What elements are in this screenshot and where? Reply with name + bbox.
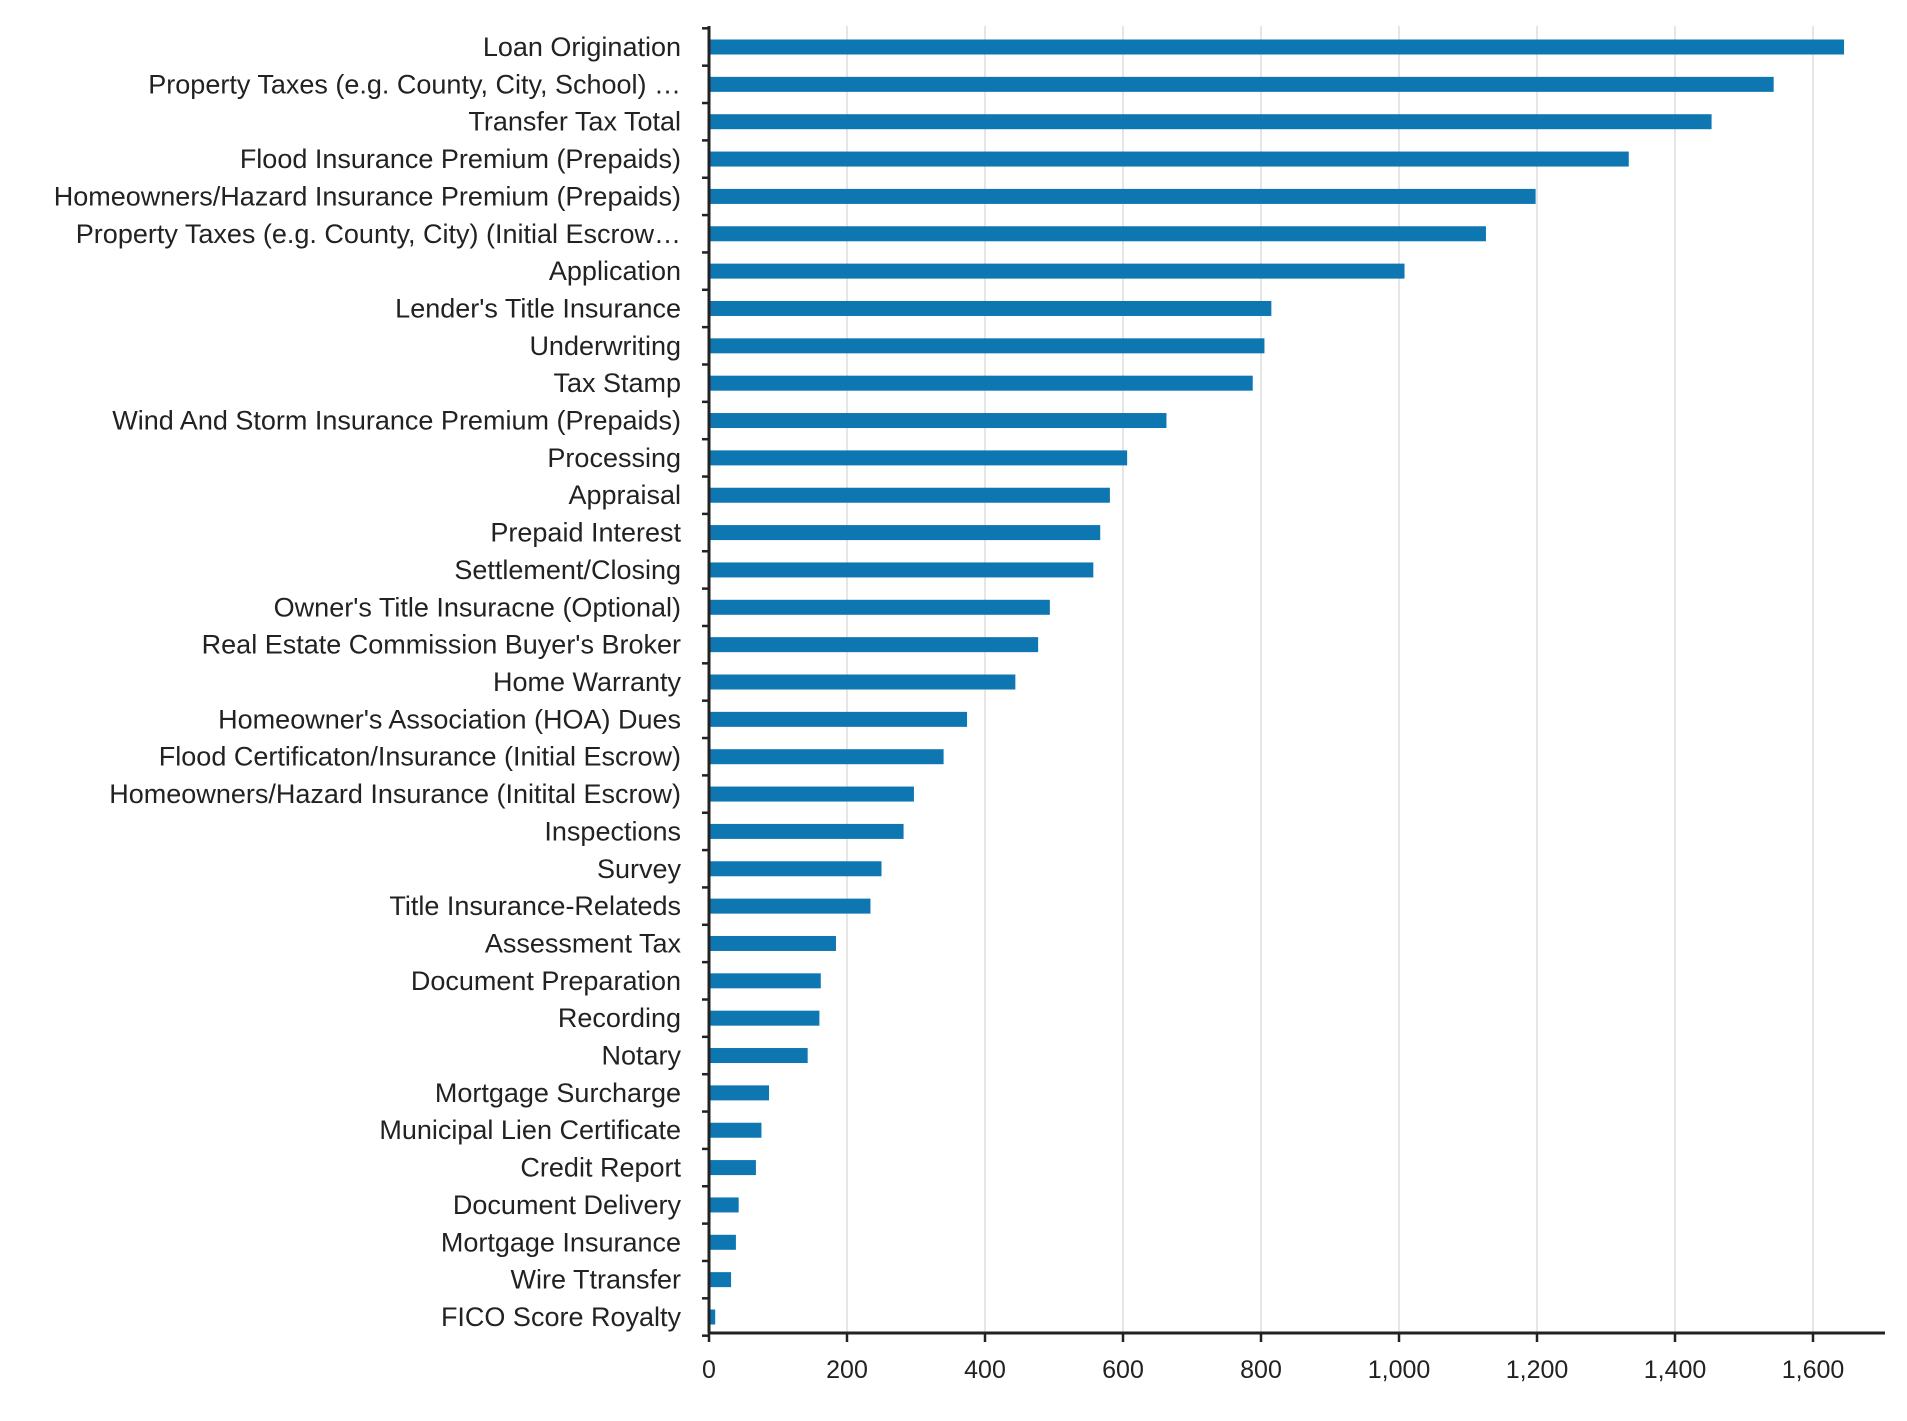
bar	[709, 338, 1265, 354]
bar	[709, 973, 821, 989]
category-label: Document Preparation	[411, 966, 681, 996]
x-tick-label: 200	[826, 1356, 868, 1384]
bar	[709, 898, 871, 914]
category-label: Underwriting	[529, 331, 681, 361]
bar	[709, 1085, 770, 1101]
category-label: Flood Certificaton/Insurance (Initial Es…	[159, 742, 681, 772]
category-label: Application	[549, 256, 681, 286]
category-label: Owner's Title Insuracne (Optional)	[274, 592, 681, 622]
category-label: Settlement/Closing	[454, 555, 681, 585]
bar	[709, 39, 1845, 55]
category-label: Mortgage Surcharge	[435, 1078, 681, 1108]
grid-lines	[846, 26, 1814, 1333]
category-label: Document Delivery	[453, 1190, 682, 1220]
bar	[709, 450, 1128, 466]
category-label: Property Taxes (e.g. County, City) (Init…	[76, 219, 681, 249]
bar	[709, 1234, 736, 1250]
x-tick-label: 1,000	[1368, 1356, 1431, 1384]
category-label: Homeowners/Hazard Insurance Premium (Pre…	[54, 181, 681, 211]
bar	[709, 1309, 716, 1325]
bar	[709, 674, 1016, 690]
x-tick-label: 0	[702, 1356, 716, 1384]
axes	[702, 26, 1885, 1342]
category-label: Real Estate Commission Buyer's Broker	[202, 630, 681, 660]
category-label: Home Warranty	[493, 667, 682, 697]
bar	[709, 76, 1774, 92]
category-label: Municipal Lien Certificate	[379, 1115, 681, 1145]
category-label: Title Insurance-Relateds	[389, 891, 681, 921]
category-label: Flood Insurance Premium (Prepaids)	[240, 144, 681, 174]
category-label: Notary	[601, 1041, 681, 1071]
x-tick-label: 800	[1240, 1356, 1282, 1384]
category-label: Survey	[597, 854, 682, 884]
bar	[709, 1160, 756, 1176]
category-label: Prepaid Interest	[490, 518, 681, 548]
bar	[709, 413, 1167, 429]
bar	[709, 300, 1272, 316]
bar	[709, 263, 1405, 279]
bar	[709, 151, 1629, 167]
category-label: Property Taxes (e.g. County, City, Schoo…	[148, 69, 681, 99]
category-labels: Loan Origination Property Taxes (e.g. Cou…	[54, 32, 682, 1332]
bar	[709, 226, 1486, 242]
category-label: Homeowner's Association (HOA) Dues	[218, 704, 681, 734]
category-label: FICO Score Royalty	[441, 1302, 682, 1332]
category-label: Wind And Storm Insurance Premium (Prepai…	[112, 406, 681, 436]
category-label: Loan Origination	[483, 32, 681, 62]
x-tick-label: 600	[1102, 1356, 1144, 1384]
bar	[709, 114, 1712, 130]
x-tick-label: 400	[964, 1356, 1006, 1384]
x-tick-label: 1,400	[1644, 1356, 1707, 1384]
bar	[709, 823, 904, 839]
bar	[709, 711, 968, 727]
x-tick-label: 1,200	[1506, 1356, 1569, 1384]
bar	[709, 637, 1039, 653]
bar	[709, 1197, 739, 1213]
category-label: Inspections	[544, 816, 681, 846]
bar	[709, 487, 1110, 503]
bar	[709, 786, 914, 802]
bar	[709, 1010, 820, 1026]
category-label: Lender's Title Insurance	[395, 293, 681, 323]
bar	[709, 749, 944, 765]
x-tick-label: 1,600	[1782, 1356, 1845, 1384]
category-label: Credit Report	[520, 1153, 681, 1183]
bar	[709, 525, 1101, 541]
bar	[709, 375, 1253, 391]
category-label: Wire Ttransfer	[510, 1265, 681, 1295]
category-label: Mortgage Insurance	[441, 1227, 681, 1257]
category-label: Recording	[558, 1003, 681, 1033]
category-label: Transfer Tax Total	[468, 107, 681, 137]
bar	[709, 599, 1050, 615]
bar	[709, 1272, 732, 1288]
bar	[709, 1122, 762, 1138]
bar	[709, 861, 882, 877]
bar	[709, 935, 836, 951]
category-label: Homeowners/Hazard Insurance (Initital Es…	[109, 779, 681, 809]
category-label: Assessment Tax	[485, 928, 682, 958]
category-label: Processing	[547, 443, 681, 473]
bar	[709, 562, 1094, 578]
bar	[709, 188, 1536, 204]
category-label: Appraisal	[568, 480, 681, 510]
bars	[709, 39, 1845, 1325]
category-label: Tax Stamp	[553, 368, 681, 398]
bar	[709, 1048, 808, 1064]
x-tick-labels: 0 200 400 600 800 1,000 1,200 1,400 1,600	[702, 1356, 1844, 1384]
